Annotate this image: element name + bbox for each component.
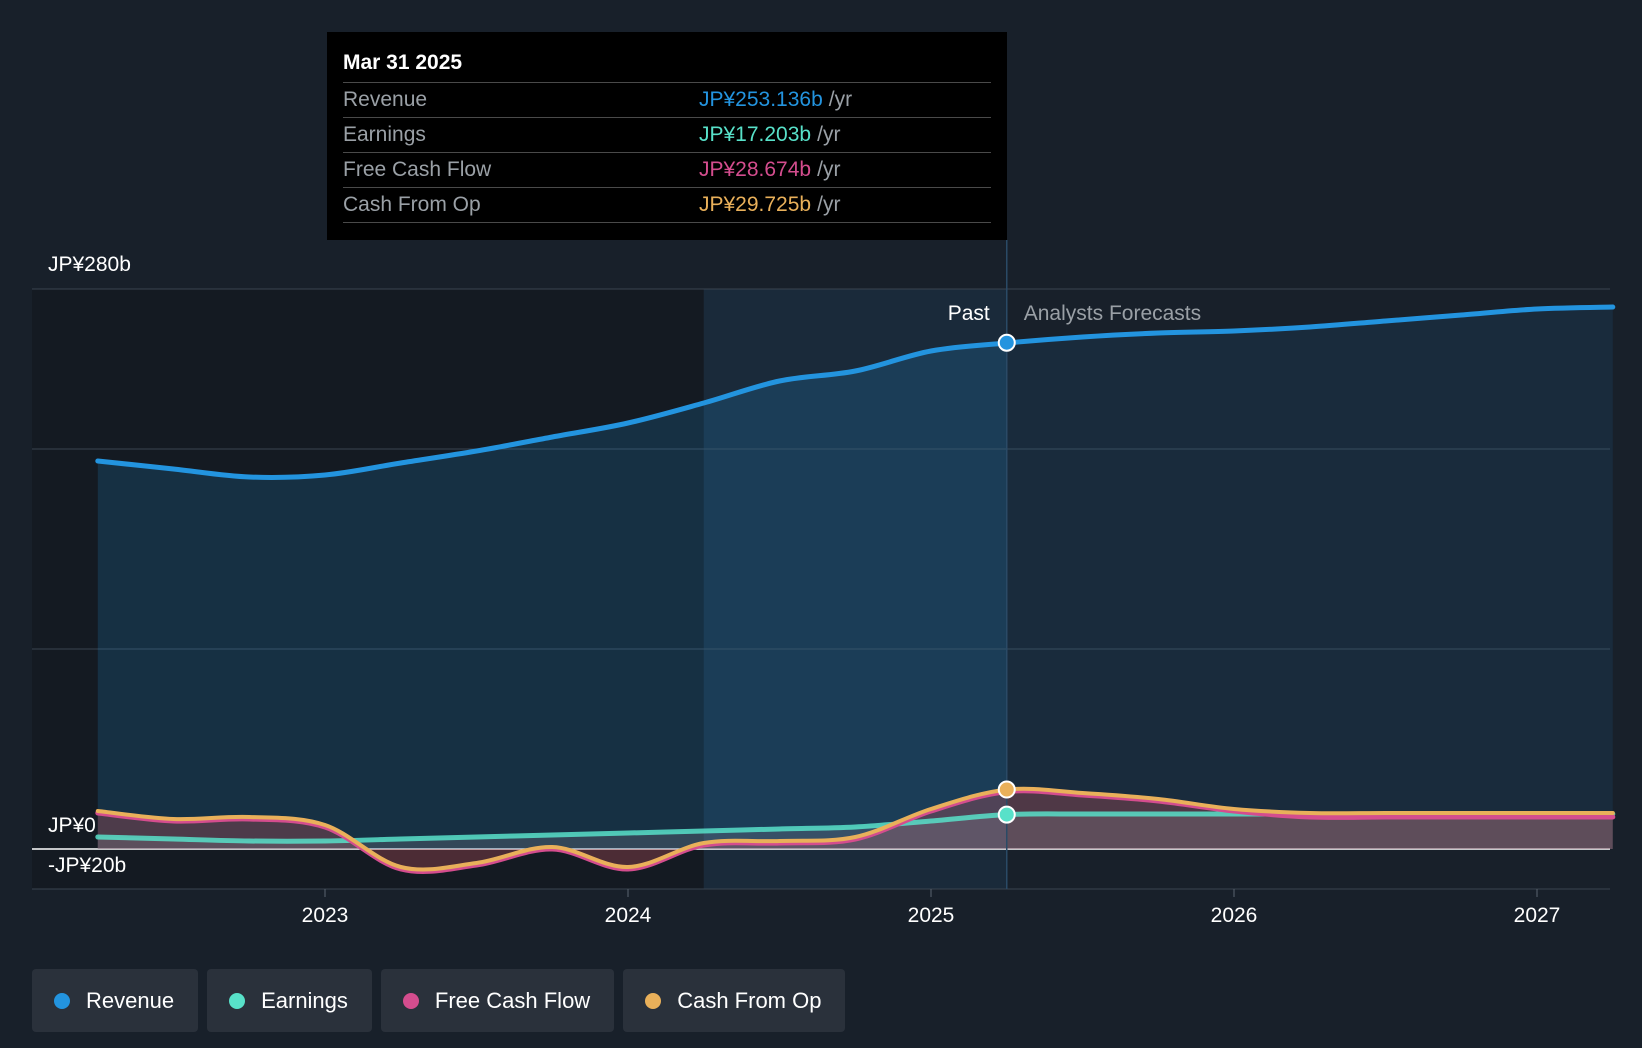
legend-label: Cash From Op: [677, 987, 822, 1013]
cash-from-op-dot-icon: [645, 992, 662, 1009]
x-tick-label: 2023: [302, 904, 349, 927]
legend-label: Free Cash Flow: [434, 987, 591, 1013]
revenue-area-forecast: [1006, 307, 1613, 849]
tooltip-value: JP¥17.203b: [699, 123, 812, 146]
legend-item-cash-from-op[interactable]: Cash From Op: [623, 969, 846, 1032]
tooltip-date: Mar 31 2025: [343, 51, 463, 74]
tooltip-unit: /yr: [817, 193, 841, 216]
tooltip-unit: /yr: [817, 158, 841, 181]
revenue-dot-icon: [54, 992, 70, 1009]
tooltip-row-cash-from-op: Cash From Op JP¥29.725b /yr: [343, 187, 991, 223]
legend-item-earnings[interactable]: Earnings: [207, 969, 372, 1032]
earnings-area: [97, 813, 1613, 849]
tooltip-value: JP¥29.725b: [699, 193, 812, 216]
cash-from-op-marker: [997, 780, 1016, 799]
revenue-line: [95, 304, 1616, 480]
tooltip-value: JP¥253.136b: [699, 88, 823, 111]
revenue-marker: [997, 333, 1016, 352]
legend-item-revenue[interactable]: Revenue: [32, 969, 199, 1032]
tooltip-row-free-cash-flow: Free Cash Flow JP¥28.674b /yr: [343, 152, 991, 187]
tooltip-label: Earnings: [343, 123, 426, 146]
x-tick-label: 2027: [1514, 904, 1561, 927]
legend-item-free-cash-flow[interactable]: Free Cash Flow: [380, 969, 615, 1032]
x-tick-label: 2026: [1211, 904, 1258, 927]
tooltip-label: Revenue: [343, 88, 428, 111]
legend: Revenue Earnings Free Cash Flow Cash Fro…: [32, 969, 846, 1032]
earnings-dot-icon: [229, 992, 246, 1009]
tooltip-label: Cash From Op: [343, 193, 481, 216]
free-cash-flow-dot-icon: [402, 992, 419, 1009]
legend-label: Revenue: [86, 987, 175, 1013]
x-tick-label: 2024: [605, 904, 652, 927]
y-tick-label: -JP¥20b: [48, 854, 126, 877]
tooltip-label: Free Cash Flow: [343, 158, 492, 181]
earnings-marker: [997, 805, 1016, 824]
cash-from-op-area: [97, 788, 1613, 870]
analysts-forecasts-label: Analysts Forecasts: [1024, 302, 1201, 325]
y-tick-label: JP¥280b: [48, 253, 131, 276]
tooltip-value: JP¥28.674b: [699, 158, 812, 181]
tooltip-unit: /yr: [817, 123, 841, 146]
cash-from-op-line: [95, 786, 1615, 872]
past-label: Past: [948, 302, 990, 325]
revenue-area-past: [97, 343, 1007, 849]
tooltip: Mar 31 2025 Revenue JP¥253.136b /yr Earn…: [327, 32, 1007, 240]
tooltip-row-earnings: Earnings JP¥17.203b /yr: [343, 117, 991, 152]
legend-label: Earnings: [261, 987, 348, 1013]
y-tick-label: JP¥0: [48, 814, 96, 837]
tooltip-row-revenue: Revenue JP¥253.136b /yr: [343, 82, 991, 117]
x-tick-label: 2025: [908, 904, 955, 927]
tooltip-unit: /yr: [828, 88, 853, 111]
